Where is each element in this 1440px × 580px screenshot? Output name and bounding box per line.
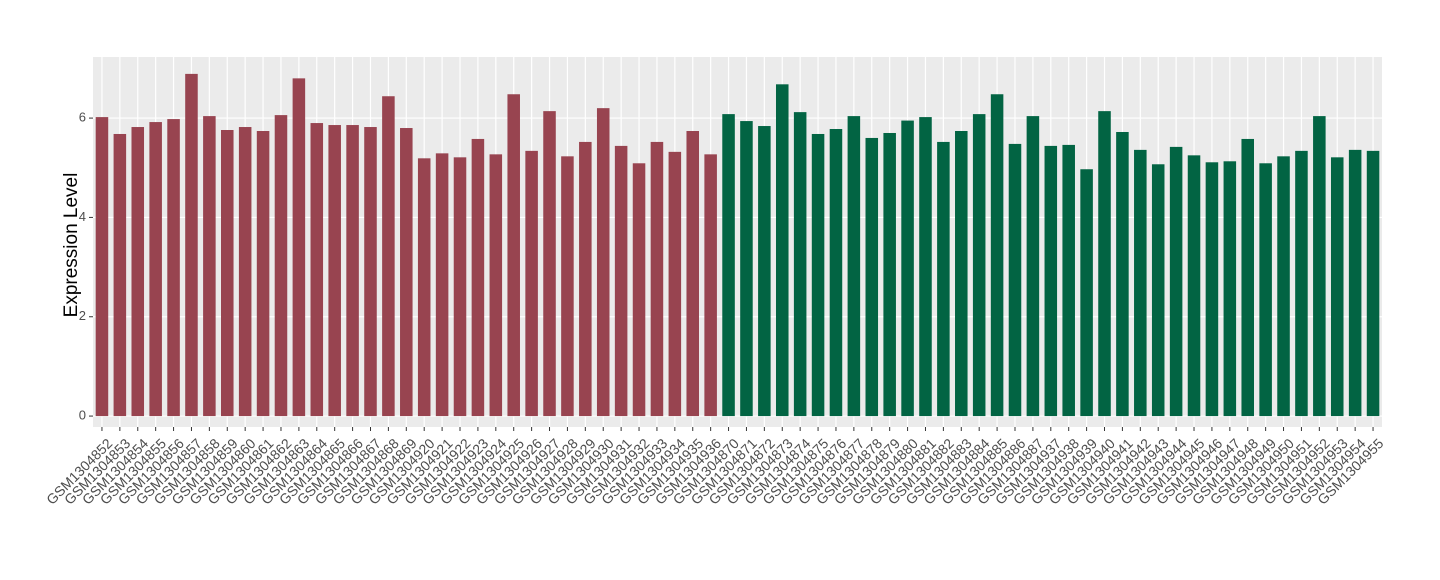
bar [972, 114, 986, 417]
bar [1026, 116, 1040, 417]
bar [1205, 162, 1219, 417]
bar [937, 141, 950, 417]
bar [1366, 150, 1380, 417]
bar [1330, 157, 1344, 417]
bar [865, 137, 879, 417]
bar [113, 133, 127, 417]
bar [614, 145, 628, 417]
y-tick-label: 0 [79, 408, 86, 423]
bar [596, 108, 610, 417]
bar [740, 121, 753, 417]
y-axis-title: Expression Level [61, 173, 82, 318]
bar [1062, 144, 1075, 417]
bar [1348, 149, 1362, 417]
bar [561, 156, 574, 417]
bar [704, 154, 717, 417]
bar [650, 141, 664, 417]
bar [758, 126, 771, 417]
y-tick-label: 6 [79, 110, 86, 125]
bar [238, 127, 252, 417]
bar [131, 127, 145, 417]
bar [346, 125, 359, 417]
bar [328, 125, 341, 417]
bar [1241, 138, 1254, 417]
bar [453, 157, 467, 417]
bar [1169, 146, 1183, 417]
bar [203, 116, 216, 417]
bar [1187, 155, 1201, 417]
bar [1080, 169, 1093, 417]
bar [793, 112, 807, 417]
bar [722, 114, 735, 417]
bar [292, 78, 306, 417]
bar [1259, 163, 1272, 417]
bar [1313, 116, 1326, 417]
bar [525, 150, 538, 417]
bar [167, 119, 180, 417]
bar [829, 129, 843, 417]
bar [185, 73, 198, 417]
bar [579, 141, 592, 417]
bar [274, 115, 288, 417]
y-tick-label: 2 [79, 308, 86, 323]
bar [149, 122, 162, 417]
bar [955, 131, 968, 417]
bar [775, 84, 789, 417]
bar [632, 163, 646, 417]
bar [221, 130, 234, 417]
bar [1295, 150, 1308, 417]
bar [883, 132, 896, 417]
bar [543, 111, 556, 417]
bar [686, 131, 700, 417]
bar [489, 154, 503, 417]
bar [1151, 164, 1165, 417]
bar [310, 123, 324, 417]
bar [256, 131, 270, 417]
bar [1044, 145, 1058, 417]
bar [811, 133, 825, 417]
bar [1008, 143, 1022, 417]
bar [435, 153, 449, 417]
bar [847, 116, 861, 417]
bar [668, 151, 682, 417]
bar [364, 127, 377, 417]
bar [901, 120, 914, 417]
bar [95, 117, 109, 417]
bar [919, 117, 932, 417]
bar [400, 128, 413, 417]
bar [1223, 161, 1237, 417]
bar [507, 94, 520, 417]
bar [1098, 111, 1111, 417]
bar [1134, 149, 1147, 417]
bar [382, 96, 395, 417]
bar [1116, 131, 1129, 417]
bar [417, 158, 431, 417]
bar [1277, 156, 1290, 417]
bar [990, 94, 1004, 417]
bar [471, 138, 485, 417]
y-tick-label: 4 [79, 209, 86, 224]
